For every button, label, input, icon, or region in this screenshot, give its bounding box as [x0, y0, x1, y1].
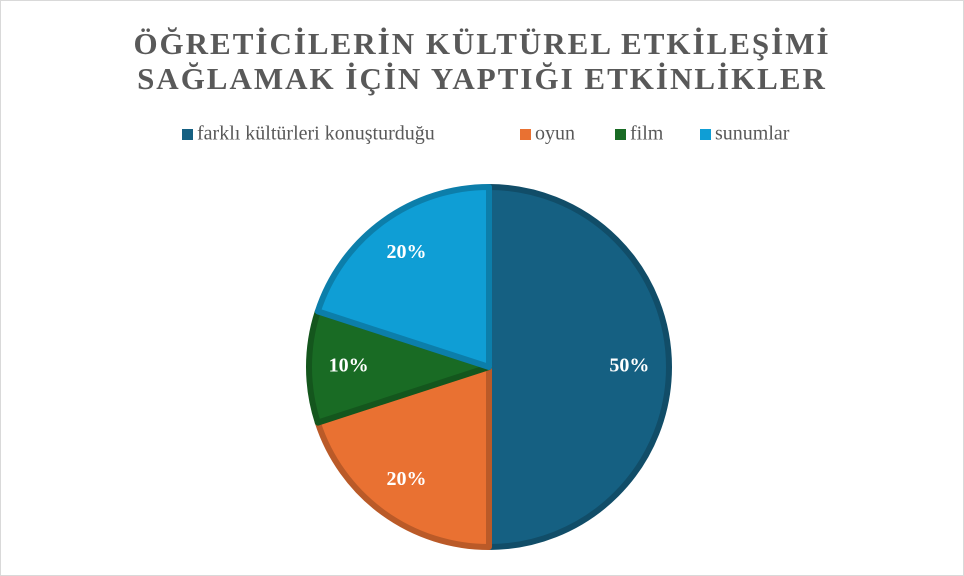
chart-title: ÖĞRETİCİLERİN KÜLTÜREL ETKİLEŞİMİ — [133, 26, 830, 61]
chart-title: SAĞLAMAK İÇİN YAPTIĞI ETKİNLİKLER — [137, 61, 827, 96]
data-label: 20% — [386, 468, 426, 490]
legend-swatch — [520, 129, 531, 140]
pie-slice — [314, 364, 492, 550]
data-label: 50% — [609, 355, 649, 377]
pie-slice — [314, 184, 492, 370]
pie-slice — [486, 184, 672, 550]
data-label: 10% — [329, 355, 369, 377]
legend-swatch — [615, 129, 626, 140]
pie-slice — [306, 308, 492, 426]
data-label: 20% — [386, 241, 426, 263]
legend-label: sunumlar — [715, 123, 790, 145]
legend-label: oyun — [535, 123, 575, 145]
legend-label: farklı kültürleri konuşturduğu — [197, 123, 435, 145]
legend-label: film — [630, 123, 664, 145]
legend-swatch — [700, 129, 711, 140]
legend-swatch — [182, 129, 193, 140]
